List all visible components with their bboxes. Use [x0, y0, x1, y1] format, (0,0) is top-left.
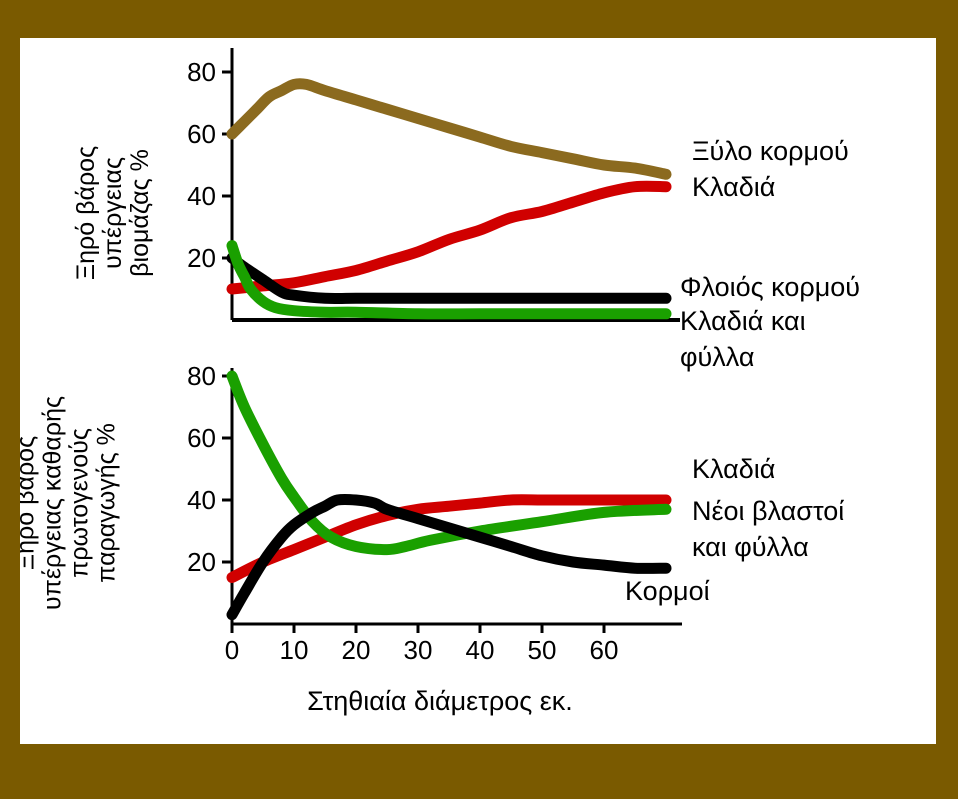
- x-tick-label: 0: [225, 635, 239, 665]
- bottom-series-label-line: και φύλλα: [692, 532, 809, 562]
- top-series-label-line: φύλλα: [680, 342, 754, 372]
- x-tick-label: 40: [466, 635, 495, 665]
- top-series-line-3: [226, 252, 672, 305]
- x-tick-label: 20: [342, 635, 371, 665]
- bottom-y-axis-label-line: πρωτογενούς: [66, 428, 94, 578]
- x-tick-label: 10: [280, 635, 309, 665]
- bottom-series-label-line: Νέοι βλαστοί: [692, 496, 844, 526]
- top-y-tick-label: 80: [187, 57, 216, 87]
- top-series-line-2: [226, 180, 672, 295]
- top-series-label-line: Κλαδιά: [692, 172, 775, 202]
- top-y-axis-label-line: Ξηρό βάρος: [72, 146, 100, 280]
- top-series-label-2: Κλαδιά: [692, 172, 775, 202]
- top-series-label-4: Κλαδιά και φύλλα: [680, 306, 806, 372]
- bottom-y-axis-label: Ξηρό βάροςυπέργειας καθαρήςπρωτογενούςπα…: [20, 396, 121, 610]
- bottom-y-axis-label-line: Ξηρό βάρος: [20, 436, 40, 570]
- bottom-series-line-1: [226, 494, 672, 583]
- bottom-y-axis-label-line: υπέργειας καθαρής: [39, 396, 67, 610]
- bottom-series-label-line: Κορμοί: [625, 576, 710, 606]
- bottom-series-label-3: Κορμοί: [625, 576, 710, 606]
- top-series-label-line: Ξύλο κορμού: [692, 136, 849, 166]
- top-series-line-1: [226, 78, 672, 180]
- bottom-series-label-1: Κλαδιά: [692, 454, 775, 484]
- bottom-y-tick-label: 40: [187, 485, 216, 515]
- bottom-y-tick-label: 60: [187, 423, 216, 453]
- top-y-axis-label-line: υπέργειας: [99, 157, 127, 269]
- top-y-tick-label: 20: [187, 243, 216, 273]
- x-tick-label: 60: [590, 635, 619, 665]
- x-axis-label: Στηθιαία διάμετρος εκ.: [307, 686, 573, 716]
- top-series-line-4: [226, 240, 672, 320]
- top-series-label-line: Φλοιός κορμού: [680, 272, 860, 302]
- top-y-tick-label: 60: [187, 119, 216, 149]
- top-series-label-3: Φλοιός κορμού: [680, 272, 860, 302]
- x-tick-label: 30: [404, 635, 433, 665]
- top-y-tick-label: 40: [187, 181, 216, 211]
- x-tick-label: 50: [528, 635, 557, 665]
- top-series-label-line: Κλαδιά και: [680, 306, 806, 336]
- bottom-series-label-line: Κλαδιά: [692, 454, 775, 484]
- top-y-axis-label-line: βιομάζας %: [126, 149, 154, 277]
- bottom-y-tick-label: 80: [187, 361, 216, 391]
- bottom-series-label-2: Νέοι βλαστοί και φύλλα: [692, 496, 844, 562]
- top-y-axis-label: Ξηρό βάροςυπέργειαςβιομάζας %: [72, 146, 154, 280]
- top-series-label-1: Ξύλο κορμού: [692, 136, 849, 166]
- bottom-series-line-3: [226, 493, 672, 621]
- bottom-y-axis-label-line: παραγωγής %: [93, 423, 121, 583]
- bottom-y-tick-label: 20: [187, 547, 216, 577]
- bottom-series-line-2: [226, 370, 672, 556]
- chart-panel: 20 40 60 80 Ξηρό βάροςυπέργειαςβιομάζας % Ξύλ…: [20, 38, 936, 744]
